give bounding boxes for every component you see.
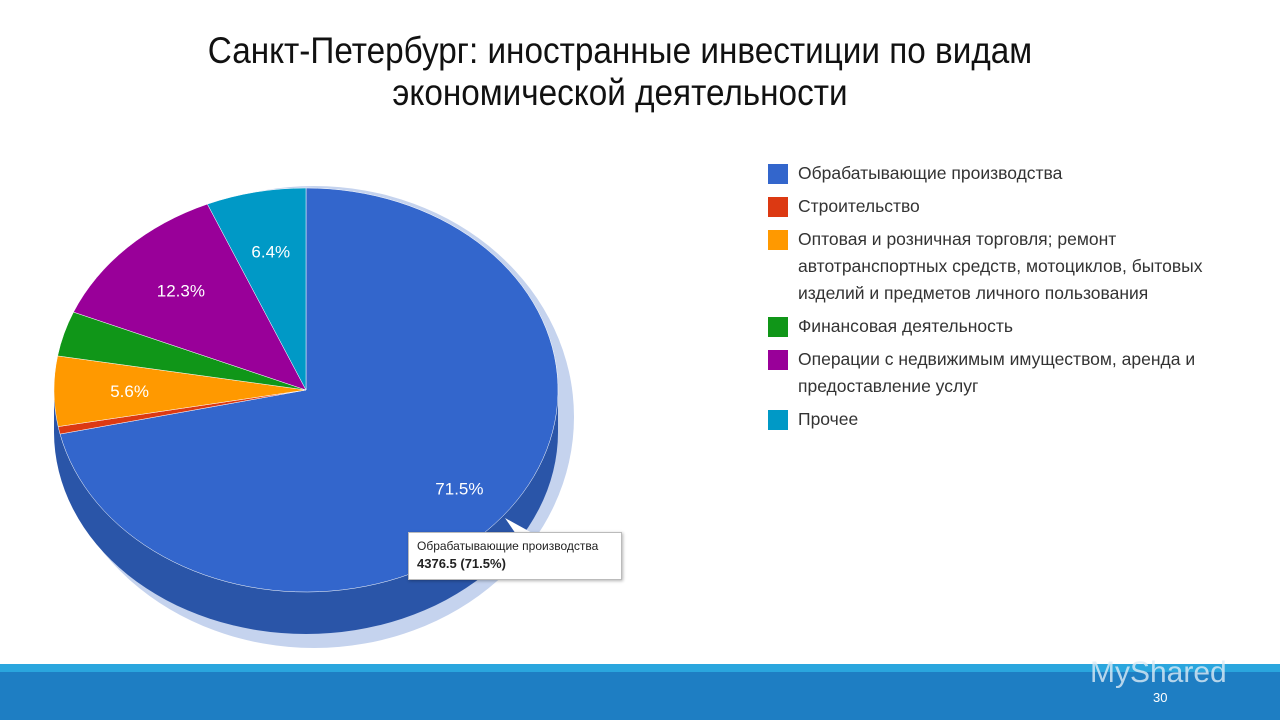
slice-data-label: 71.5% xyxy=(435,480,483,499)
legend-swatch xyxy=(768,317,788,337)
legend-item[interactable]: Строительство xyxy=(768,195,1268,220)
legend: Обрабатывающие производства Строительство… xyxy=(768,162,1268,441)
watermark-logo: MyShared xyxy=(1090,656,1227,689)
legend-item[interactable]: Прочее xyxy=(768,408,1268,433)
legend-item[interactable]: Операции с недвижимым имуществом, аренда… xyxy=(768,348,1268,400)
legend-item[interactable]: Финансовая деятельность xyxy=(768,315,1268,340)
legend-label: Операции с недвижимым имуществом, аренда… xyxy=(798,349,1196,396)
legend-label: Обрабатывающие производства xyxy=(798,163,1063,183)
page-number: 30 xyxy=(1153,690,1168,705)
legend-item[interactable]: Оптовая и розничная торговля; ремонт авт… xyxy=(768,228,1268,307)
chart-tooltip: Обрабатывающие производства 4376.5 (71.5… xyxy=(408,532,622,580)
legend-item[interactable]: Обрабатывающие производства xyxy=(768,162,1268,187)
title-line-2: экономической деятельности xyxy=(392,72,848,113)
slice-data-label: 6.4% xyxy=(251,242,290,261)
footer-stripe xyxy=(0,664,1280,672)
tooltip-label: Обрабатывающие производства xyxy=(417,539,599,553)
slide-title: Санкт-Петербург: иностранные инвестиции … xyxy=(62,30,1178,114)
legend-label: Строительство xyxy=(798,196,920,216)
legend-swatch xyxy=(768,350,788,370)
legend-label: Оптовая и розничная торговля; ремонт авт… xyxy=(798,229,1203,303)
slice-data-label: 5.6% xyxy=(110,382,149,401)
pie-slice[interactable] xyxy=(73,203,307,391)
legend-label: Прочее xyxy=(798,409,859,429)
title-line-1: Санкт-Петербург: иностранные инвестиции … xyxy=(207,30,1033,71)
pie-slice[interactable] xyxy=(59,187,559,593)
pie-chart: 71.5% 5.6% 12.3% 6.4% xyxy=(53,186,574,648)
footer-bar xyxy=(0,672,1280,720)
pie-slice[interactable] xyxy=(207,187,307,391)
tooltip-value: 4376.5 (71.5%) xyxy=(417,556,506,571)
legend-swatch xyxy=(768,410,788,430)
legend-swatch xyxy=(768,197,788,217)
slice-data-label: 12.3% xyxy=(157,281,205,300)
legend-label: Финансовая деятельность xyxy=(798,316,1013,336)
legend-swatch xyxy=(768,230,788,250)
legend-swatch xyxy=(768,164,788,184)
